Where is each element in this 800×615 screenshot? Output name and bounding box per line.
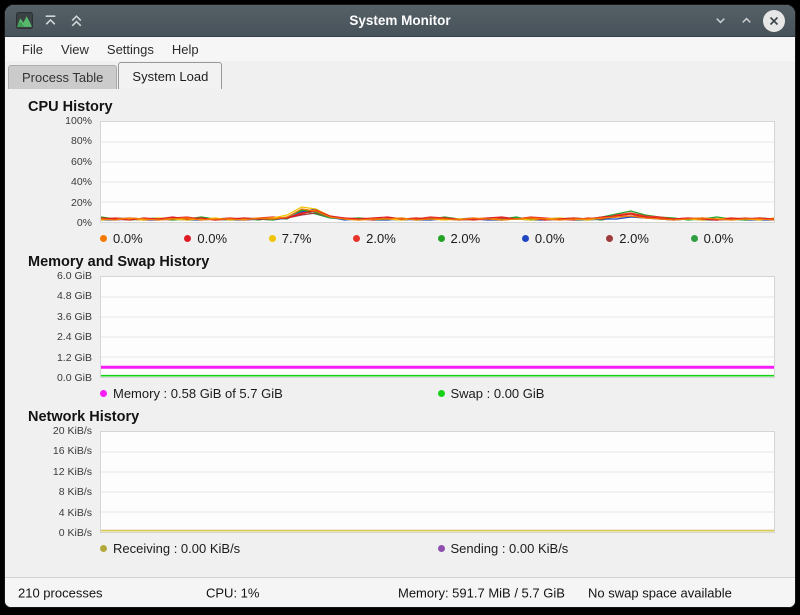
y-axis-label: 3.6 GiB xyxy=(56,310,92,323)
tab-process-table[interactable]: Process Table xyxy=(8,65,118,89)
legend-dot-cpu8 xyxy=(690,234,698,242)
y-axis-label: 100% xyxy=(65,115,92,127)
titlebar-right-controls xyxy=(695,9,785,32)
cpu-legend: 0.0% 0.0% 7.7% 2.0% 2.0% 0.0% 2.0% 0.0% xyxy=(100,228,775,248)
y-axis-label: 40% xyxy=(70,176,92,189)
legend-item-cpu2: 0.0% xyxy=(184,228,268,248)
legend-dot-cpu5 xyxy=(437,234,445,242)
legend-label-cpu6: 0.0% xyxy=(534,230,565,246)
y-axis-label: 4.8 GiB xyxy=(56,290,92,303)
y-axis-label: 8 KiB/s xyxy=(58,486,92,499)
system-monitor-window: System Monitor File View Settings Help xyxy=(4,4,796,608)
y-axis-label: 6.0 GiB xyxy=(56,270,92,282)
minimize-icon[interactable] xyxy=(711,12,729,30)
legend-dot-cpu3 xyxy=(268,234,276,242)
legend-item-memory: Memory : 0.58 GiB of 5.7 GiB xyxy=(100,383,438,403)
legend-item-cpu3: 7.7% xyxy=(268,228,353,248)
legend-label-cpu5: 2.0% xyxy=(450,230,481,246)
memory-y-axis: 6.0 GiB 4.8 GiB 3.6 GiB 2.4 GiB 1.2 GiB 0.0 G… xyxy=(5,270,100,384)
app-icon xyxy=(15,12,33,30)
menubar: File View Settings Help xyxy=(5,37,795,61)
legend-label-cpu8: 0.0% xyxy=(703,230,734,246)
close-button[interactable] xyxy=(763,9,785,32)
network-history-chart xyxy=(100,431,775,533)
y-axis-label: 80% xyxy=(70,135,92,148)
legend-label-memory: Memory : 0.58 GiB of 5.7 GiB xyxy=(113,385,283,401)
legend-dot-memory xyxy=(100,389,107,397)
cpu-history-section: CPU History 100% 80% 60% 40% 20% 0% 0.0% 0.0% 7… xyxy=(5,99,795,248)
legend-dot-cpu4 xyxy=(353,234,361,242)
legend-item-cpu1: 0.0% xyxy=(100,228,184,248)
y-axis-label: 60% xyxy=(70,155,92,168)
network-history-title: Network History xyxy=(28,409,140,425)
legend-label-cpu7: 2.0% xyxy=(619,230,649,246)
legend-dot-cpu6 xyxy=(521,234,529,242)
maximize-icon[interactable] xyxy=(737,12,755,30)
legend-item-cpu7: 2.0% xyxy=(606,228,690,248)
cpu-history-chart xyxy=(100,121,775,223)
legend-item-cpu4: 2.0% xyxy=(353,228,437,248)
legend-item-sending: Sending : 0.00 KiB/s xyxy=(437,538,776,558)
cpu-history-title: CPU History xyxy=(28,99,113,115)
legend-label-cpu3: 7.7% xyxy=(281,230,312,246)
y-axis-label: 12 KiB/s xyxy=(52,465,92,478)
legend-label-sending: Sending : 0.00 KiB/s xyxy=(450,540,569,556)
shade-icon[interactable] xyxy=(67,12,85,30)
y-axis-label: 0.0 GiB xyxy=(56,372,92,384)
legend-dot-cpu1 xyxy=(100,234,107,242)
cpu-y-axis: 100% 80% 60% 40% 20% 0% xyxy=(5,115,100,229)
legend-label-cpu2: 0.0% xyxy=(197,230,228,246)
titlebar-left-controls xyxy=(15,12,105,30)
legend-label-swap: Swap : 0.00 GiB xyxy=(450,385,545,401)
legend-dot-swap xyxy=(437,389,445,397)
y-axis-label: 4 KiB/s xyxy=(58,506,92,519)
status-processes: 210 processes xyxy=(18,585,103,600)
window-title: System Monitor xyxy=(349,13,451,28)
y-axis-label: 20 KiB/s xyxy=(52,425,92,437)
memory-swap-chart xyxy=(100,276,775,378)
legend-dot-receiving xyxy=(100,544,107,552)
legend-dot-sending xyxy=(437,544,445,552)
memory-swap-title: Memory and Swap History xyxy=(28,254,210,270)
menu-help[interactable]: Help xyxy=(171,41,199,57)
network-y-axis: 20 KiB/s 16 KiB/s 12 KiB/s 8 KiB/s 4 KiB/s 0 … xyxy=(5,425,100,539)
y-axis-label: 2.4 GiB xyxy=(56,331,92,344)
network-legend: Receiving : 0.00 KiB/s Sending : 0.00 KiB… xyxy=(100,538,775,558)
status-cpu: CPU: 1% xyxy=(206,585,260,600)
memory-swap-section: Memory and Swap History 6.0 GiB 4.8 GiB 3.… xyxy=(5,254,795,403)
menu-file[interactable]: File xyxy=(22,41,43,57)
network-history-section: Network History 20 KiB/s 16 KiB/s 12 KiB/s… xyxy=(5,409,795,558)
system-load-panel: CPU History 100% 80% 60% 40% 20% 0% 0.0% 0.0% 7… xyxy=(5,89,795,577)
legend-item-cpu8: 0.0% xyxy=(690,228,775,248)
memory-legend: Memory : 0.58 GiB of 5.7 GiB Swap : 0.00 … xyxy=(100,383,775,403)
legend-dot-cpu2 xyxy=(184,234,192,242)
legend-item-cpu5: 2.0% xyxy=(437,228,522,248)
titlebar[interactable]: System Monitor xyxy=(5,5,795,37)
legend-label-cpu1: 0.0% xyxy=(113,230,143,246)
y-axis-label: 0 KiB/s xyxy=(58,527,92,539)
legend-item-receiving: Receiving : 0.00 KiB/s xyxy=(100,538,438,558)
status-swap: No swap space available xyxy=(588,585,732,600)
legend-item-cpu6: 0.0% xyxy=(521,228,606,248)
tabbar: Process Table System Load xyxy=(5,61,795,89)
keep-above-icon[interactable] xyxy=(41,12,59,30)
statusbar: 210 processes CPU: 1% Memory: 591.7 MiB … xyxy=(5,577,795,607)
y-axis-label: 20% xyxy=(70,196,92,209)
tab-system-load[interactable]: System Load xyxy=(118,62,223,89)
status-memory: Memory: 591.7 MiB / 5.7 GiB xyxy=(398,585,565,600)
y-axis-label: 16 KiB/s xyxy=(52,445,92,458)
legend-label-receiving: Receiving : 0.00 KiB/s xyxy=(113,540,241,556)
y-axis-label: 1.2 GiB xyxy=(56,351,92,364)
y-axis-label: 0% xyxy=(76,217,92,229)
legend-label-cpu4: 2.0% xyxy=(366,230,396,246)
legend-item-swap: Swap : 0.00 GiB xyxy=(437,383,776,403)
menu-settings[interactable]: Settings xyxy=(106,41,154,57)
menu-view[interactable]: View xyxy=(60,41,89,57)
legend-dot-cpu7 xyxy=(606,234,614,242)
